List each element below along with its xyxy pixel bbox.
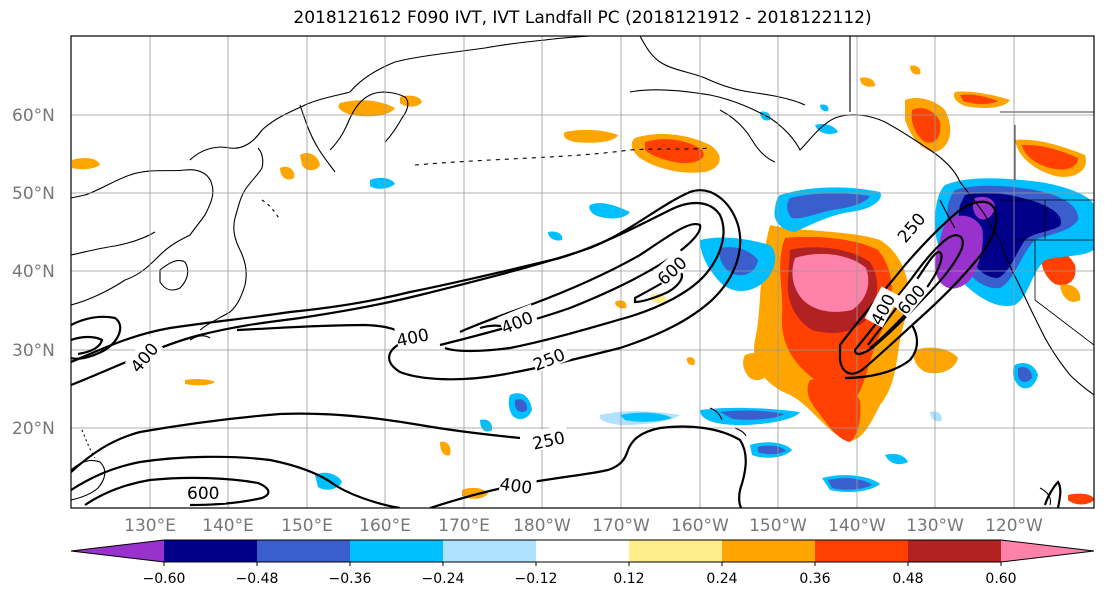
map-content bbox=[71, 36, 1094, 508]
lat-label: 40°N bbox=[12, 262, 55, 282]
lat-label: 20°N bbox=[12, 419, 55, 439]
colorbar-swatch bbox=[629, 540, 723, 562]
lon-label: 150°W bbox=[749, 516, 807, 536]
colorbar-tick-label: −0.24 bbox=[422, 571, 465, 587]
lon-label: 130°E bbox=[124, 516, 176, 536]
ivt-contours bbox=[71, 189, 1062, 508]
lon-label: 160°W bbox=[671, 516, 729, 536]
figure-title: 2018121612 F090 IVT, IVT Landfall PC (20… bbox=[293, 8, 872, 28]
colorbar-swatch bbox=[1001, 540, 1094, 562]
lon-label: 150°E bbox=[281, 516, 333, 536]
lon-label: 180°W bbox=[513, 516, 571, 536]
colorbar-swatch bbox=[164, 540, 258, 562]
colorbar-tick-label: 0.36 bbox=[799, 571, 830, 587]
contour-label: 400 bbox=[498, 475, 533, 499]
lon-label: 130°W bbox=[906, 516, 964, 536]
colorbar bbox=[70, 539, 1095, 563]
latitude-labels: 60°N 50°N 40°N 30°N 20°N bbox=[12, 106, 55, 439]
lat-label: 30°N bbox=[12, 341, 55, 361]
colorbar-swatch bbox=[257, 540, 351, 562]
colorbar-swatch bbox=[350, 540, 444, 562]
colorbar-swatch bbox=[536, 540, 630, 562]
longitude-labels: 130°E 140°E 150°E 160°E 170°E 180°W 170°… bbox=[124, 516, 1043, 536]
contour-label: 600 bbox=[187, 484, 219, 504]
lon-label: 170°E bbox=[438, 516, 490, 536]
lon-label: 140°E bbox=[202, 516, 254, 536]
lat-label: 60°N bbox=[12, 106, 55, 126]
colorbar-tick-label: −0.36 bbox=[329, 571, 372, 587]
colorbar-swatch bbox=[722, 540, 816, 562]
colorbar-swatch bbox=[908, 540, 1002, 562]
colorbar-tick-label: 0.24 bbox=[706, 571, 737, 587]
colorbar-swatch bbox=[815, 540, 909, 562]
colorbar-tick-label: 0.48 bbox=[892, 571, 923, 587]
colorbar-tick-label: 0.60 bbox=[985, 571, 1016, 587]
colorbar-tick-label: 0.12 bbox=[613, 571, 644, 587]
positive-pc-shading bbox=[72, 65, 1094, 505]
lon-label: 160°E bbox=[359, 516, 411, 536]
lon-label: 170°W bbox=[592, 516, 650, 536]
lon-label: 120°W bbox=[985, 516, 1043, 536]
colorbar-tick-label: −0.12 bbox=[515, 571, 558, 587]
map-frame bbox=[70, 35, 1095, 509]
colorbar-tick-label: −0.60 bbox=[143, 571, 186, 587]
colorbar-swatch bbox=[71, 540, 164, 562]
colorbar-tick-label: −0.48 bbox=[236, 571, 279, 587]
gridlines bbox=[71, 36, 1094, 508]
colorbar-swatch bbox=[443, 540, 537, 562]
lon-label: 140°W bbox=[828, 516, 886, 536]
colorbar-tick-labels: −0.60 −0.48 −0.36 −0.24 −0.12 0.12 0.24 0.36 0.4… bbox=[143, 562, 1017, 587]
lat-label: 50°N bbox=[12, 184, 55, 204]
